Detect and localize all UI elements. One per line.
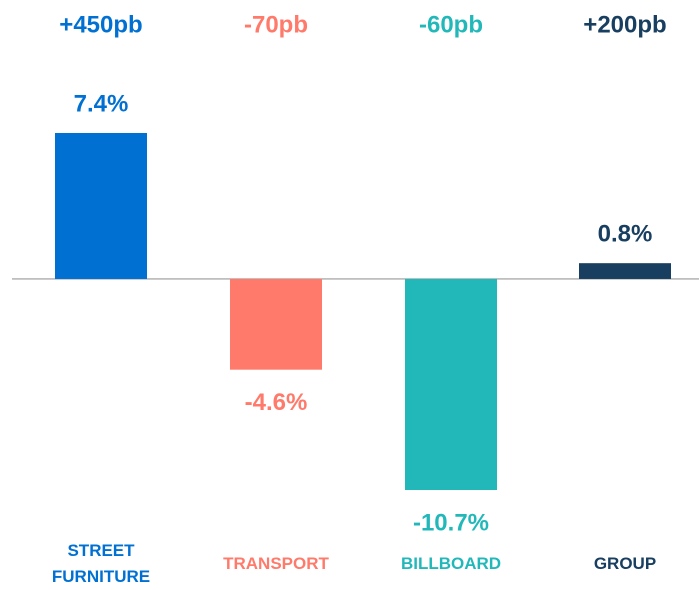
value-label: 7.4%: [74, 90, 129, 117]
annotation: +450pb: [59, 11, 142, 38]
category-label: TRANSPORT: [223, 554, 329, 573]
category-label: STREET FURNITURE: [51, 541, 151, 586]
bar: [230, 278, 322, 370]
bar: [405, 278, 497, 490]
value-label: -4.6%: [245, 389, 308, 416]
category-label: BILLBOARD: [400, 554, 502, 573]
value-label: -10.7%: [413, 509, 489, 536]
bar: [579, 263, 671, 279]
annotation: -60pb: [419, 11, 483, 38]
annotation: -70pb: [244, 11, 308, 38]
value-label: 0.8%: [598, 221, 653, 248]
bar: [55, 133, 147, 279]
category-label: GROUP: [593, 554, 657, 573]
annotation: +200pb: [583, 11, 666, 38]
